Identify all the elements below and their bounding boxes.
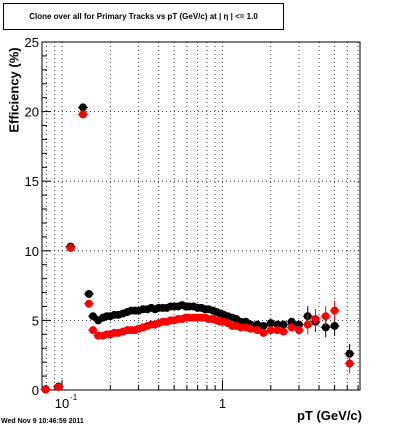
chart-title: Clone over all for Primary Tracks vs pT … bbox=[29, 12, 258, 21]
data-point bbox=[295, 326, 304, 335]
data-point bbox=[84, 299, 93, 308]
data-point bbox=[253, 320, 262, 329]
data-point bbox=[345, 359, 354, 368]
x-tick-label: 10 bbox=[55, 396, 69, 411]
data-point bbox=[266, 319, 275, 328]
data-point bbox=[311, 315, 320, 324]
data-point bbox=[279, 327, 288, 336]
data-point bbox=[330, 321, 339, 330]
data-point bbox=[295, 320, 304, 329]
data-point bbox=[321, 312, 330, 321]
data-point bbox=[253, 326, 262, 335]
y-tick-label: 25 bbox=[25, 35, 39, 50]
timestamp: Wed Nov 9 10:46:59 2011 bbox=[1, 418, 84, 425]
y-tick-label: 5 bbox=[32, 313, 39, 328]
x-tick-label: 1 bbox=[219, 396, 226, 411]
data-point bbox=[78, 103, 87, 112]
data-point bbox=[330, 306, 339, 315]
x-axis-title: pT (GeV/c) bbox=[296, 408, 362, 423]
data-point bbox=[66, 244, 75, 253]
data-point bbox=[287, 317, 296, 326]
data-point bbox=[279, 320, 288, 329]
data-point bbox=[321, 323, 330, 332]
data-point bbox=[287, 323, 296, 332]
grid-layer bbox=[42, 42, 360, 390]
data-point bbox=[41, 385, 50, 394]
data-point bbox=[273, 320, 282, 329]
y-axis-title: Efficiency (%) bbox=[6, 47, 22, 133]
data-point bbox=[259, 321, 268, 330]
chart-title-box: Clone over all for Primary Tracks vs pT … bbox=[3, 3, 284, 30]
axis-layer bbox=[41, 41, 361, 391]
y-tick-label: 20 bbox=[25, 105, 39, 120]
data-point bbox=[84, 289, 93, 298]
y-tick-label: 15 bbox=[25, 174, 39, 189]
x-tick-label-exponent: -1 bbox=[70, 393, 78, 402]
data-point bbox=[259, 328, 268, 337]
data-point bbox=[89, 326, 98, 335]
data-point bbox=[246, 324, 255, 333]
data-point bbox=[54, 383, 63, 392]
series-2 bbox=[40, 110, 355, 394]
series-1 bbox=[40, 103, 355, 394]
data-layer bbox=[40, 103, 355, 394]
plot-frame bbox=[41, 41, 361, 391]
data-point bbox=[78, 110, 87, 119]
data-point bbox=[303, 320, 312, 329]
data-point bbox=[273, 326, 282, 335]
data-point bbox=[266, 326, 275, 335]
y-tick-label: 10 bbox=[25, 244, 39, 259]
y-tick-label: 0 bbox=[32, 383, 39, 398]
